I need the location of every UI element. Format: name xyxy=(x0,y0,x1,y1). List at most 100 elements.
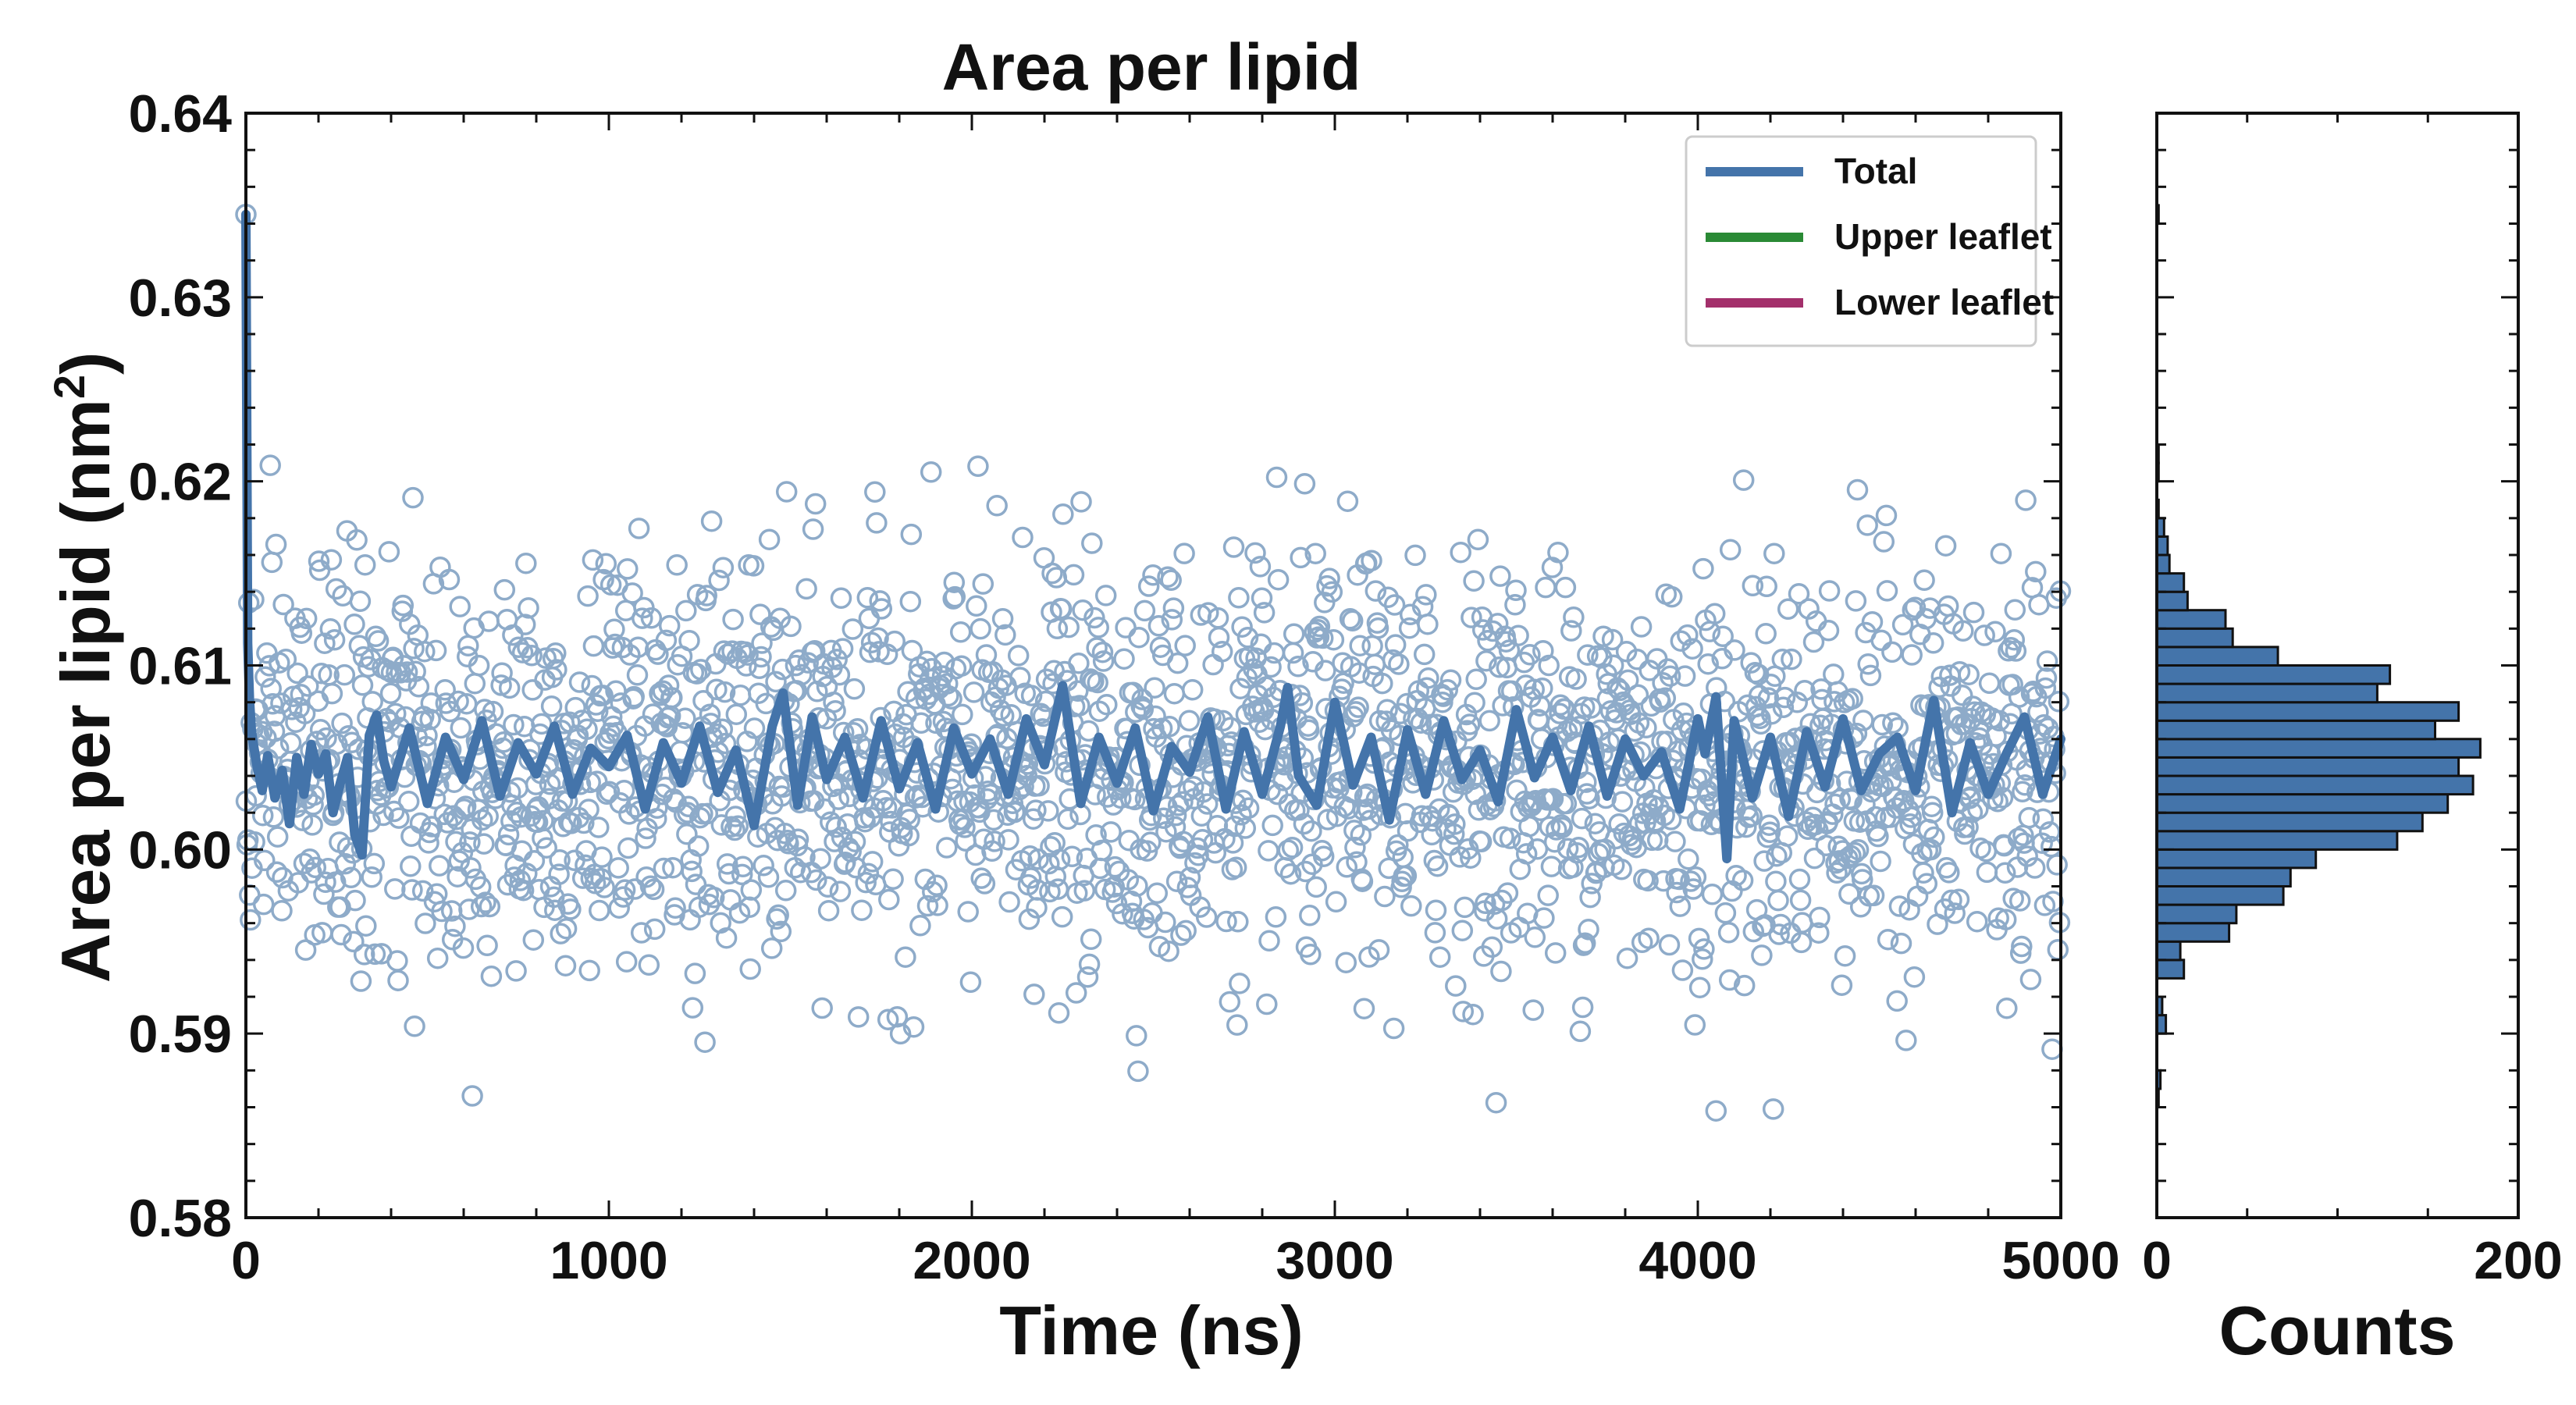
scatter-point xyxy=(355,915,377,937)
scatter-point xyxy=(1191,828,1214,851)
scatter-point xyxy=(555,917,578,940)
scatter-point xyxy=(658,614,681,637)
scatter-point xyxy=(1732,469,1755,491)
scatter-point xyxy=(895,946,916,968)
scatter-point xyxy=(473,833,495,855)
legend-box xyxy=(1685,135,2037,347)
scatter-point xyxy=(330,923,352,946)
scatter-point xyxy=(265,861,288,884)
scatter-point xyxy=(416,724,438,747)
scatter-point xyxy=(1844,841,1866,864)
scatter-point xyxy=(2041,1038,2063,1060)
scatter-point xyxy=(806,869,827,891)
scatter-point xyxy=(739,958,761,980)
scatter-point xyxy=(1831,974,1853,996)
scatter-point xyxy=(1452,1001,1475,1023)
y-tick-label: 0.62 xyxy=(129,453,232,512)
scatter-point xyxy=(713,681,736,703)
scatter-point xyxy=(1533,907,1555,929)
scatter-point xyxy=(708,569,730,592)
histogram-bar xyxy=(2155,553,2171,575)
scatter-point xyxy=(1659,665,1681,687)
scatter-point xyxy=(343,614,365,635)
scatter-point xyxy=(252,893,275,916)
scatter-point xyxy=(843,678,866,700)
scatter-point xyxy=(1227,911,1249,933)
scatter-point xyxy=(1598,731,1621,753)
scatter-point xyxy=(1265,906,1287,928)
scatter-point xyxy=(1288,799,1310,821)
scatter-point xyxy=(1304,542,1326,564)
scatter-point xyxy=(1091,839,1113,862)
scatter-point xyxy=(1518,816,1540,838)
scatter-point xyxy=(1376,699,1398,721)
scatter-point xyxy=(344,889,366,912)
scatter-point xyxy=(902,1016,925,1038)
scatter-point xyxy=(831,638,854,660)
scatter-point xyxy=(1175,919,1197,942)
scatter-point xyxy=(875,797,898,819)
scatter-point xyxy=(1563,606,1585,628)
scatter-point xyxy=(1028,774,1050,797)
scatter-point xyxy=(544,899,566,921)
scatter-point xyxy=(560,898,582,920)
main-y-tick-labels: 0.58 0.59 0.60 0.61 0.62 0.63 0.64 xyxy=(129,84,233,1248)
scatter-point xyxy=(1088,700,1111,722)
chart-title: Area per lipid xyxy=(942,30,1361,104)
scatter-point xyxy=(511,642,534,663)
scatter-point xyxy=(514,614,536,635)
scatter-point xyxy=(786,834,809,857)
scatter-point xyxy=(554,955,577,976)
scatter-point xyxy=(1300,820,1322,842)
y-tick-label: 0.61 xyxy=(129,637,232,696)
scatter-point xyxy=(1660,585,1683,608)
series-line-total xyxy=(241,209,2065,864)
scatter-point xyxy=(400,825,422,848)
scatter-point xyxy=(864,481,886,503)
scatter-point xyxy=(262,806,285,828)
scatter-point xyxy=(1258,840,1279,862)
scatter-point xyxy=(1666,881,1688,904)
scatter-point xyxy=(1682,878,1704,900)
scatter-point xyxy=(1760,702,1783,725)
scatter-point xyxy=(1763,542,1785,564)
scatter-point xyxy=(742,555,765,577)
scatter-point xyxy=(593,877,615,898)
scatter-point xyxy=(1231,616,1253,638)
scatter-point xyxy=(1190,805,1213,827)
scatter-point xyxy=(407,676,430,698)
scatter-point xyxy=(1349,635,1371,656)
scatter-point xyxy=(1668,868,1690,891)
scatter-point xyxy=(1429,946,1451,968)
scatter-point xyxy=(2038,821,2061,843)
scatter-point xyxy=(1901,644,1923,666)
scatter-point xyxy=(1067,680,1089,702)
scatter-point xyxy=(1987,907,2009,930)
scatter-point xyxy=(343,930,365,953)
scatter-point xyxy=(1132,698,1155,720)
scatter-point xyxy=(1938,862,1960,884)
scatter-point xyxy=(1551,816,1573,839)
scatter-point xyxy=(1786,692,1809,713)
scatter-point xyxy=(1774,686,1796,709)
scatter-point xyxy=(1146,882,1169,905)
scatter-point xyxy=(1020,685,1043,706)
scatter-point xyxy=(685,663,708,685)
scatter-point xyxy=(1222,832,1244,854)
scatter-point xyxy=(349,590,372,613)
scatter-point xyxy=(671,722,694,744)
scatter-point xyxy=(419,708,441,731)
scatter-point xyxy=(844,831,866,852)
scatter-point xyxy=(847,1006,870,1028)
scatter-point xyxy=(1229,678,1251,699)
y-tick-label: 0.63 xyxy=(129,269,232,328)
scatter-point xyxy=(1451,919,1474,941)
scatter-point xyxy=(1157,566,1179,588)
scatter-point xyxy=(2046,854,2068,876)
scatter-point xyxy=(1788,583,1810,605)
scatter-point xyxy=(1579,886,1601,909)
scatter-point xyxy=(1283,623,1305,645)
scatter-point xyxy=(1861,610,1884,633)
scatter-point xyxy=(1023,984,1045,1005)
scatter-point xyxy=(1100,821,1122,843)
